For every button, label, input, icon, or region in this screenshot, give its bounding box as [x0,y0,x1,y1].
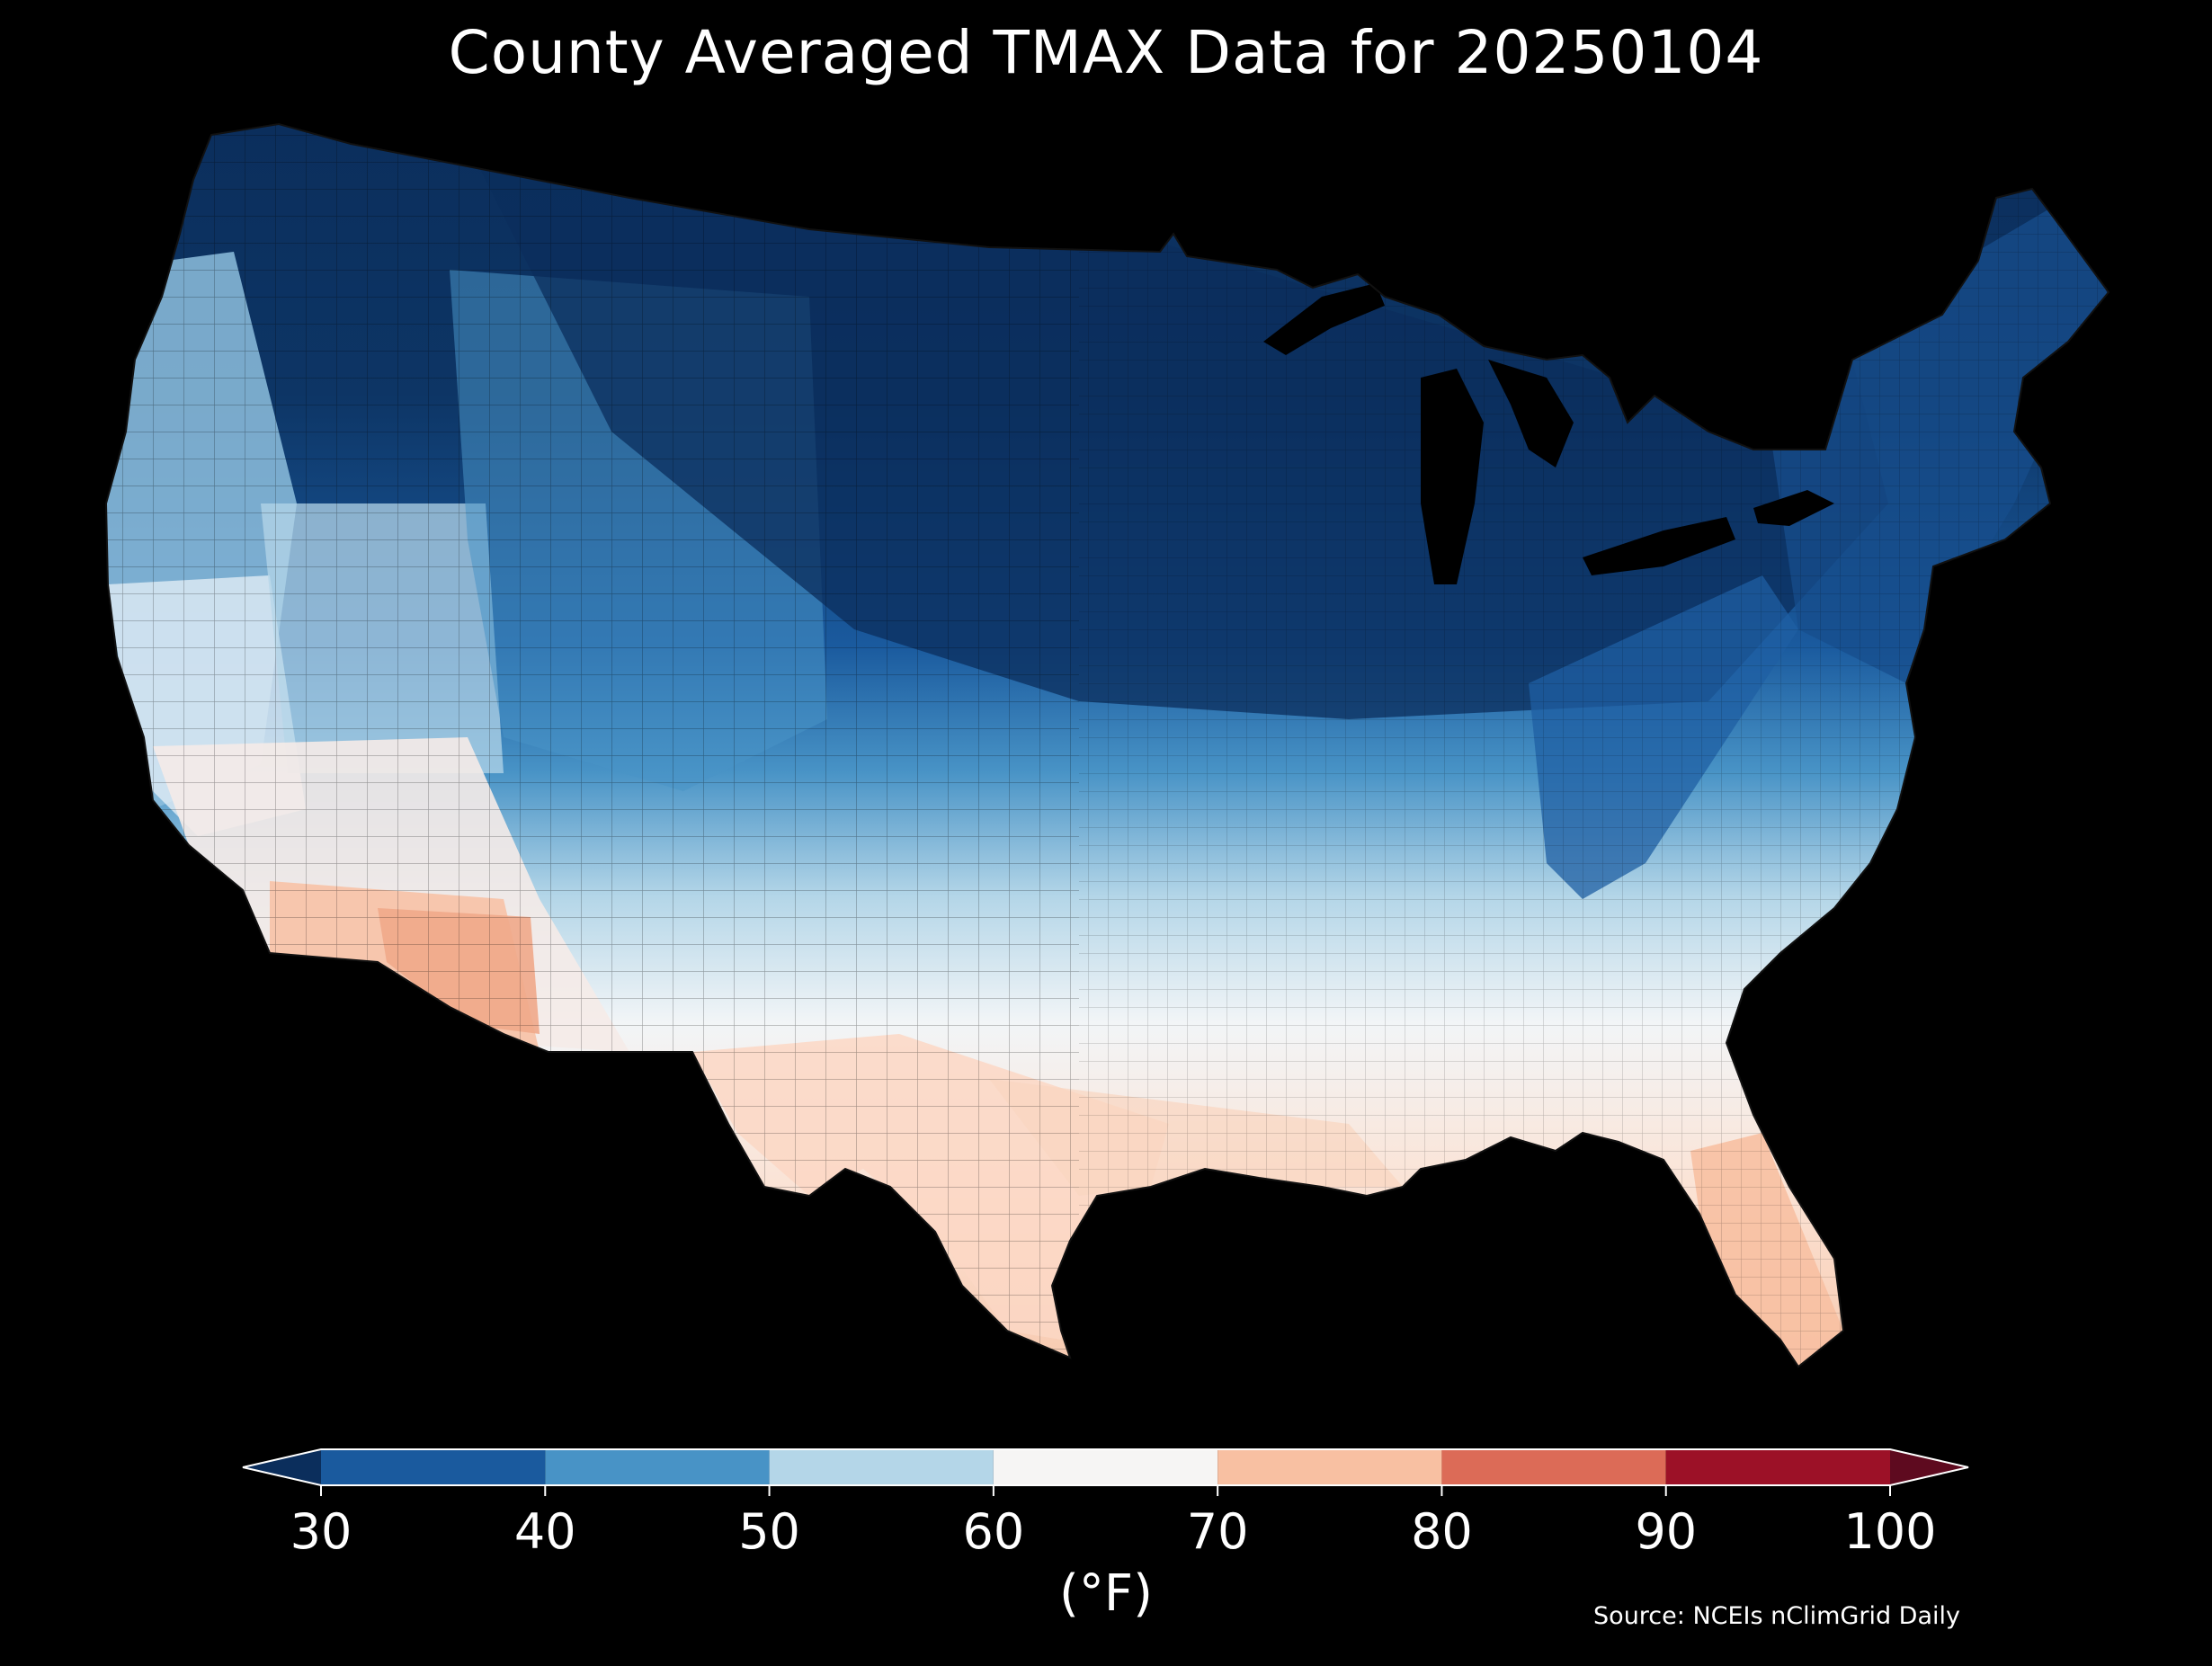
colorbar-tick-label: 90 [1635,1503,1697,1560]
colorbar-unit-label: (°F) [1059,1564,1153,1623]
colorbar-bin [545,1449,770,1485]
us-outline [104,122,2110,1368]
page-title: County Averaged TMAX Data for 20250104 [448,18,1764,87]
colorbar-extend-under [243,1449,321,1485]
colorbar-bin [769,1449,994,1485]
colorbar-tick-label: 30 [290,1503,352,1560]
colorbar-tick-label: 40 [514,1503,576,1560]
colorbar-bin [321,1449,546,1485]
source-credit: Source: NCEIs nClimGrid Daily [1593,1602,1960,1630]
colorbar-tick-label: 60 [962,1503,1024,1560]
colorbar-extend-over [1890,1449,1968,1485]
colorbar-bin [1217,1449,1442,1485]
colorbar-tick-label: 80 [1411,1503,1473,1560]
great-lakes [1263,283,1834,584]
colorbar-tick-label: 70 [1187,1503,1249,1560]
colorbar-tick-label: 100 [1843,1503,1936,1560]
colorbar-bin [1665,1449,1890,1485]
colorbar-tick-label: 50 [738,1503,800,1560]
colorbar-bin [1441,1449,1666,1485]
colorbar-bin [993,1449,1218,1485]
